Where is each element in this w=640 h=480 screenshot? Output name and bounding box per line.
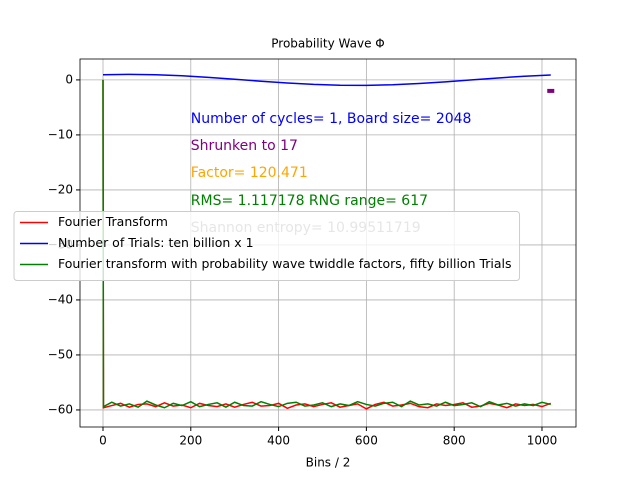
legend-label: Number of Trials: ten billion x 1 (58, 235, 254, 250)
x-tick-label: 200 (179, 434, 202, 448)
x-tick-label: 800 (443, 434, 466, 448)
y-tick-label: −60 (48, 402, 73, 416)
annotation: Factor= 120.471 (191, 165, 308, 181)
y-tick-label: −10 (48, 127, 73, 141)
series-line (102, 73, 551, 87)
x-tick-label: 400 (267, 434, 290, 448)
x-tick-label: 0 (99, 434, 107, 448)
y-tick-label: −50 (48, 347, 73, 361)
annotation: RMS= 1.117178 RNG range= 617 (191, 193, 428, 209)
annotation: Shrunken to 17 (191, 138, 298, 154)
y-tick-label: −40 (48, 292, 73, 306)
x-tick-label: 600 (355, 434, 378, 448)
series-line (102, 79, 551, 409)
legend-label: Fourier transform with probability wave … (58, 256, 512, 271)
plot-area (102, 73, 555, 410)
legend-label: Fourier Transform (58, 214, 168, 229)
y-tick-label: −20 (48, 182, 73, 196)
legend: Fourier Transform Number of Trials: ten b… (13, 211, 521, 281)
x-tick-label: 1000 (527, 434, 558, 448)
annotation: Number of cycles= 1, Board size= 2048 (191, 111, 472, 127)
legend-box (13, 211, 521, 281)
chart-title: Probability Wave Φ (271, 37, 384, 51)
x-axis-label: Bins / 2 (306, 456, 351, 470)
y-tick-label: 0 (65, 72, 73, 86)
